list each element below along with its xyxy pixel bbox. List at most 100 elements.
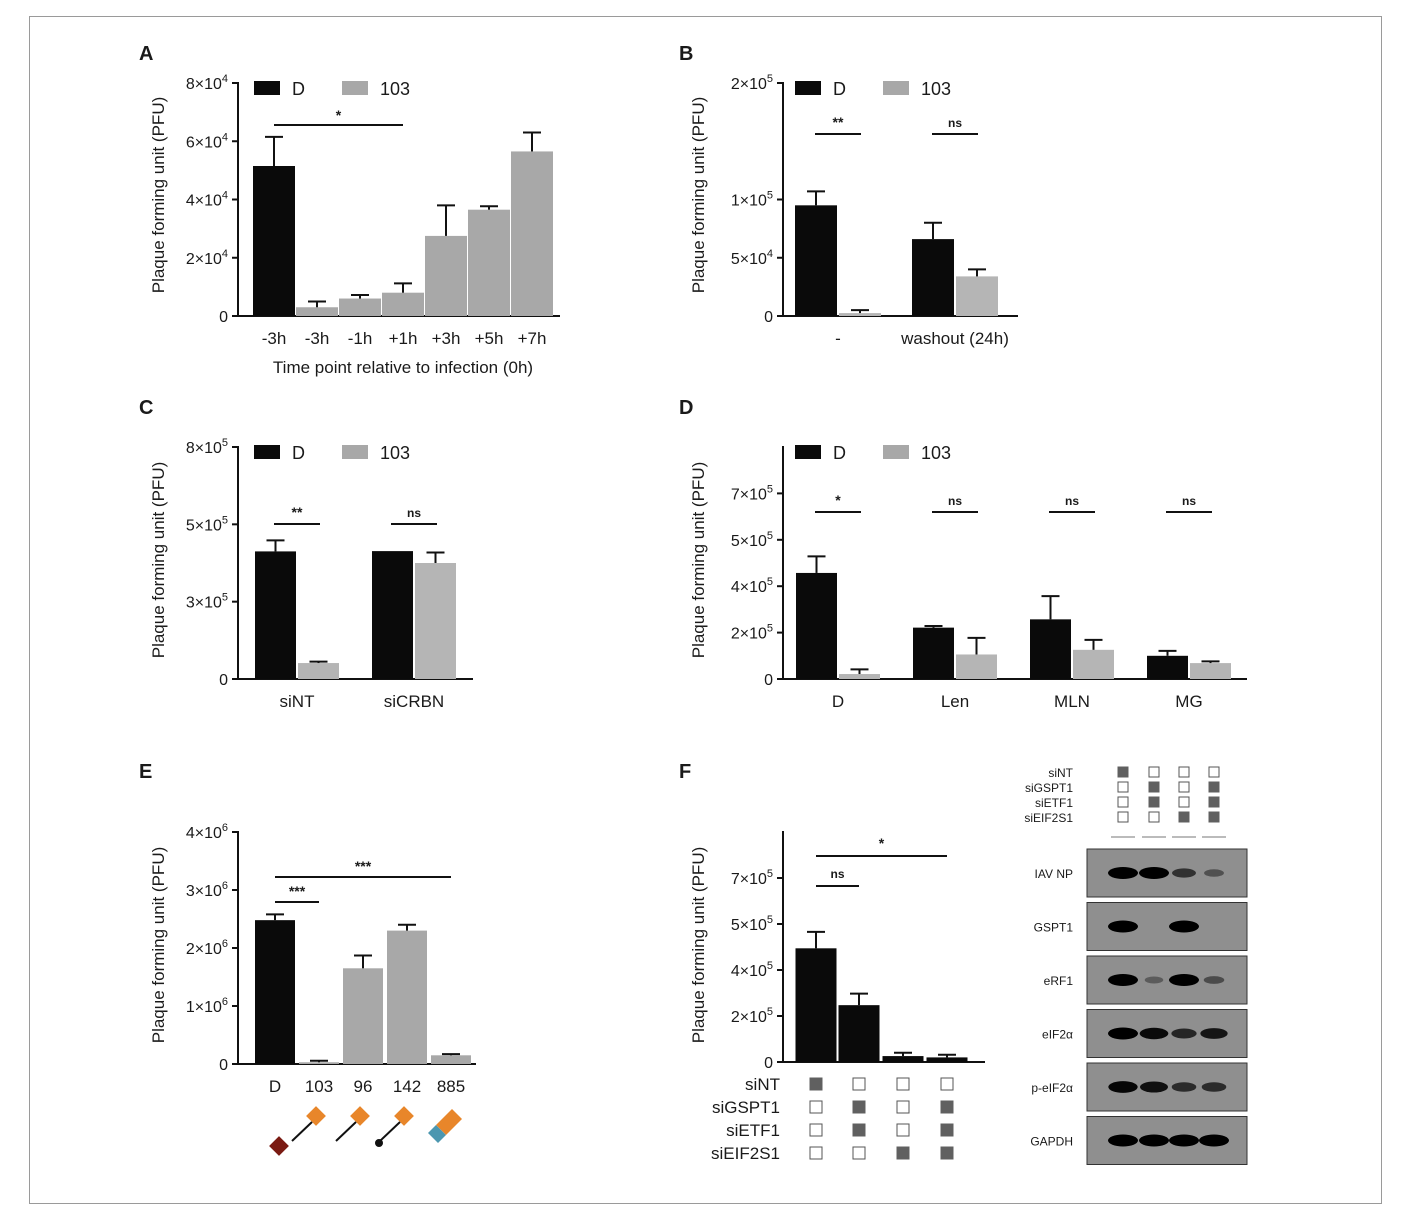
bar-d bbox=[1147, 655, 1188, 679]
legend-swatch-drug bbox=[883, 81, 909, 95]
blot-filled-square bbox=[1117, 766, 1129, 778]
blot-filled-square bbox=[1178, 811, 1190, 823]
bar-condition bbox=[882, 1056, 924, 1062]
bar-compound bbox=[431, 1055, 471, 1064]
significance-label: * bbox=[879, 835, 885, 851]
blot-empty-square bbox=[1117, 796, 1129, 808]
x-tick-label: -3h bbox=[305, 329, 330, 348]
bar-compound bbox=[387, 930, 427, 1064]
blot-empty-square bbox=[1178, 781, 1190, 793]
y-axis-title: Plaque forming unit (PFU) bbox=[149, 97, 168, 294]
x-tick-label: +5h bbox=[475, 329, 504, 348]
blot-band bbox=[1139, 1027, 1169, 1040]
blot-filled-square bbox=[1208, 781, 1220, 793]
significance-label: ns bbox=[830, 867, 844, 881]
panel-label: A bbox=[139, 43, 153, 65]
significance-label: ** bbox=[833, 114, 844, 130]
y-tick-label: 4×104 bbox=[186, 190, 228, 210]
legend-label-drug: 103 bbox=[380, 443, 410, 463]
bar-103 bbox=[839, 674, 880, 679]
condition-filled-square bbox=[940, 1123, 954, 1137]
condition-row-label: siETF1 bbox=[726, 1121, 780, 1140]
legend-swatch-d bbox=[254, 445, 280, 459]
x-tick-label: 885 bbox=[437, 1077, 465, 1096]
panel-label: C bbox=[139, 397, 153, 419]
linker-line bbox=[379, 1121, 401, 1142]
y-tick-label: 0 bbox=[764, 309, 773, 326]
compound-structure-icon bbox=[269, 1106, 326, 1156]
y-axis-title: Plaque forming unit (PFU) bbox=[689, 847, 708, 1044]
blot-filled-square bbox=[1148, 796, 1160, 808]
blot-band bbox=[1108, 867, 1138, 879]
y-tick-label: 2×104 bbox=[186, 248, 228, 268]
condition-filled-square bbox=[940, 1146, 954, 1160]
legend-label-d: D bbox=[292, 443, 305, 463]
significance-label: * bbox=[336, 107, 342, 123]
blot-band bbox=[1172, 868, 1196, 878]
degron-moiety bbox=[436, 1109, 462, 1135]
blot-band bbox=[1203, 976, 1225, 984]
bar-103 bbox=[339, 298, 381, 316]
blot-condition-label: siGSPT1 bbox=[1025, 781, 1073, 795]
blot-empty-square bbox=[1208, 766, 1220, 778]
x-tick-label: 103 bbox=[305, 1077, 333, 1096]
legend-swatch-drug bbox=[342, 445, 368, 459]
blot-empty-square bbox=[1148, 811, 1160, 823]
blot-band bbox=[1201, 1082, 1227, 1092]
panel-a: A Plaque forming unit (PFU) 0 2×104 4×104 6×1… bbox=[139, 43, 560, 377]
x-tick-label: -3h bbox=[262, 329, 287, 348]
blot-empty-square bbox=[1148, 766, 1160, 778]
y-tick-label: 0 bbox=[219, 309, 228, 326]
significance-label: ns bbox=[1182, 494, 1196, 508]
blot-filled-square bbox=[1208, 811, 1220, 823]
y-tick-label: 4×106 bbox=[186, 822, 228, 842]
legend-swatch-drug bbox=[342, 81, 368, 95]
significance-label: ** bbox=[292, 504, 303, 520]
bar-d bbox=[795, 205, 837, 316]
y-tick-label: 5×105 bbox=[731, 530, 773, 550]
y-tick-label: 0 bbox=[219, 1057, 228, 1074]
significance-label: ns bbox=[1065, 494, 1079, 508]
x-tick-label: +3h bbox=[432, 329, 461, 348]
blot-empty-square bbox=[1178, 766, 1190, 778]
condition-filled-square bbox=[809, 1077, 823, 1091]
bar-d bbox=[912, 239, 954, 316]
condition-row-label: siNT bbox=[745, 1075, 780, 1094]
degron-moiety bbox=[306, 1106, 326, 1126]
legend-swatch-d bbox=[254, 81, 280, 95]
legend-label-d: D bbox=[292, 79, 305, 99]
blot-band bbox=[1169, 1134, 1199, 1147]
significance-label: ns bbox=[407, 506, 421, 520]
panel-f: F Plaque forming unit (PFU) 0 2×105 4×105 5×1… bbox=[679, 761, 985, 1163]
y-tick-label: 5×104 bbox=[731, 248, 773, 268]
blot-empty-square bbox=[1117, 811, 1129, 823]
blot-band bbox=[1169, 920, 1199, 933]
significance-label: *** bbox=[355, 858, 372, 874]
bar-d bbox=[372, 551, 413, 679]
blot-filled-square bbox=[1208, 796, 1220, 808]
condition-filled-square bbox=[852, 1123, 866, 1137]
y-tick-label: 2×105 bbox=[731, 623, 773, 643]
condition-filled-square bbox=[896, 1146, 910, 1160]
y-tick-label: 8×105 bbox=[186, 437, 228, 457]
bar-103 bbox=[1190, 663, 1231, 679]
bar-condition bbox=[926, 1057, 968, 1062]
x-axis-title: Time point relative to infection (0h) bbox=[273, 358, 533, 377]
y-tick-label: 0 bbox=[764, 672, 773, 689]
condition-empty-square bbox=[896, 1123, 910, 1137]
bar-103 bbox=[839, 313, 881, 316]
y-axis-title: Plaque forming unit (PFU) bbox=[689, 462, 708, 659]
condition-empty-square bbox=[809, 1123, 823, 1137]
condition-row-label: siEIF2S1 bbox=[711, 1144, 780, 1163]
y-axis-title: Plaque forming unit (PFU) bbox=[689, 97, 708, 294]
blot-band-label: eRF1 bbox=[1044, 974, 1074, 988]
blot-band bbox=[1204, 869, 1224, 877]
compound-structure-icon bbox=[375, 1106, 414, 1147]
bar-103 bbox=[425, 235, 467, 316]
blot-band-label: eIF2α bbox=[1042, 1028, 1073, 1042]
bar-d bbox=[913, 627, 954, 679]
blot-band-label: GAPDH bbox=[1030, 1135, 1073, 1149]
condition-filled-square bbox=[852, 1100, 866, 1114]
blot-band bbox=[1140, 1081, 1168, 1093]
x-tick-label: -1h bbox=[348, 329, 373, 348]
